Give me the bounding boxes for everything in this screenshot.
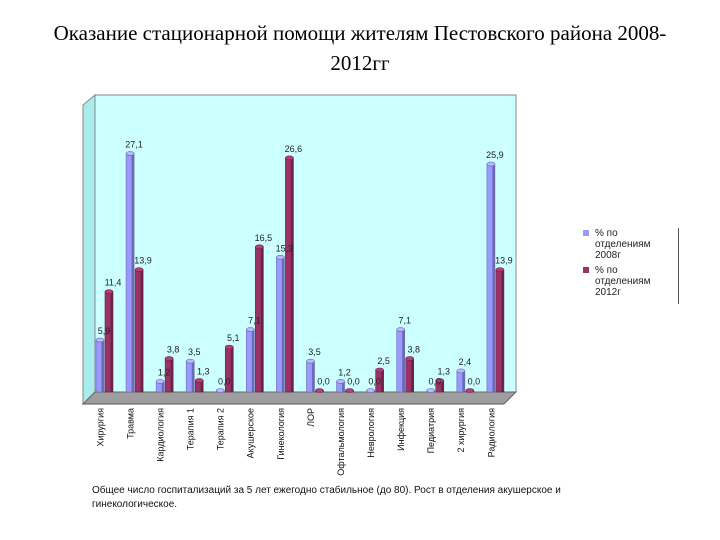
data-label-2012-4: 1,3 (197, 367, 210, 377)
data-label-2008-3: 1,2 (158, 367, 171, 377)
x-tick-label-3: Кардиология (156, 408, 166, 462)
bar-2012-8 (315, 388, 324, 393)
x-tick-label-6: Акушерское (246, 408, 256, 458)
bar-2008-7 (276, 255, 285, 393)
bar-2008-13 (456, 368, 466, 393)
bar-2008-2 (125, 151, 135, 393)
bar-2008-5 (215, 388, 225, 393)
data-label-2012-6: 16,5 (255, 233, 273, 243)
data-label-2012-11: 3,8 (407, 345, 420, 355)
data-label-2008-12: 0,0 (429, 377, 442, 387)
bar-2012-11 (405, 356, 415, 393)
legend-swatch-2008 (583, 230, 589, 236)
chart-title: Оказание стационарной помощи жителям Пес… (53, 21, 667, 75)
legend-label-2008: % по отделениям 2008г (595, 228, 651, 261)
data-label-2012-1: 11,4 (105, 278, 122, 288)
legend-label-2012: % по отделениям 2012г (595, 265, 651, 298)
data-label-2008-4: 3,5 (188, 347, 201, 357)
data-label-2008-7: 15,3 (276, 243, 294, 253)
data-label-2012-14: 13,9 (495, 256, 513, 266)
bar-2008-1 (95, 337, 105, 393)
data-label-2008-5: 0,0 (218, 377, 231, 387)
x-tick-label-14: Радиология (486, 408, 496, 457)
chart-legend: % по отделениям 2008г % по отделениям 20… (583, 228, 679, 304)
chart-floor (81, 391, 518, 405)
bar-2008-9 (336, 379, 345, 393)
bar-2012-7 (285, 155, 294, 393)
data-label-2008-2: 27,1 (125, 140, 143, 150)
bar-2008-3 (155, 379, 165, 393)
data-label-2012-3: 3,8 (167, 345, 180, 355)
bar-2012-6 (255, 244, 264, 393)
bar-2012-9 (345, 388, 354, 393)
data-label-2012-13: 0,0 (468, 377, 481, 387)
data-label-2012-2: 13,9 (134, 256, 152, 266)
legend-swatch-2012 (583, 267, 589, 273)
data-label-2012-10: 2,5 (377, 356, 390, 366)
bar-2012-2 (134, 267, 144, 393)
bar-2008-11 (396, 327, 406, 393)
bar-2012-4 (194, 378, 204, 393)
bar-2012-1 (104, 289, 114, 393)
chart-back-wall (94, 94, 517, 393)
x-tick-label-1: Хирургия (95, 408, 105, 447)
data-label-2008-1: 5,9 (98, 326, 111, 336)
data-label-2012-9: 0,0 (347, 377, 360, 387)
data-label-2012-8: 0,0 (317, 377, 330, 387)
x-tick-label-10: Неврология (366, 408, 376, 458)
x-tick-label-7: Гинекология (276, 408, 286, 460)
data-label-2012-5: 5,1 (227, 333, 240, 343)
x-tick-label-9: Офтальмология (336, 408, 346, 476)
bar-2008-4 (185, 358, 195, 393)
bar-2008-6 (246, 327, 255, 393)
data-label-2008-9: 1,2 (338, 367, 351, 377)
bar-2008-14 (486, 161, 496, 393)
footnote: Общее число госпитализаций за 5 лет ежег… (92, 485, 561, 510)
x-tick-label-8: ЛОР (306, 408, 316, 427)
x-tick-label-4: Терапия 1 (186, 408, 196, 450)
data-label-2012-12: 1,3 (438, 367, 451, 377)
legend-item-2008: % по отделениям 2008г (583, 228, 678, 261)
data-label-2008-13: 2,4 (459, 357, 472, 367)
bar-2008-8 (306, 358, 315, 393)
x-tick-label-11: Инфекция (396, 408, 406, 451)
bar-2012-5 (224, 344, 234, 393)
legend-item-2012: % по отделениям 2012г (583, 265, 678, 298)
data-label-2008-6: 7,1 (248, 316, 261, 326)
data-label-2008-8: 3,5 (308, 347, 321, 357)
chart-side-wall (82, 93, 96, 406)
data-label-2008-11: 7,1 (398, 316, 411, 326)
data-label-2008-14: 25,9 (486, 150, 504, 160)
bar-2012-13 (465, 388, 475, 393)
bar-2012-10 (375, 367, 384, 393)
bar-2012-12 (435, 378, 445, 393)
bar-2012-14 (495, 267, 505, 393)
data-label-2008-10: 0,0 (368, 377, 381, 387)
bar-2008-12 (426, 388, 436, 393)
bar-2012-3 (164, 356, 174, 393)
x-tick-label-5: Терапия 2 (216, 408, 226, 450)
data-label-2012-7: 26,6 (285, 144, 303, 154)
bar-2008-10 (366, 388, 375, 393)
x-tick-label-2: Травма (125, 408, 135, 439)
x-tick-label-13: 2 хирургия (456, 408, 466, 453)
x-tick-label-12: Педиатрия (426, 408, 436, 454)
